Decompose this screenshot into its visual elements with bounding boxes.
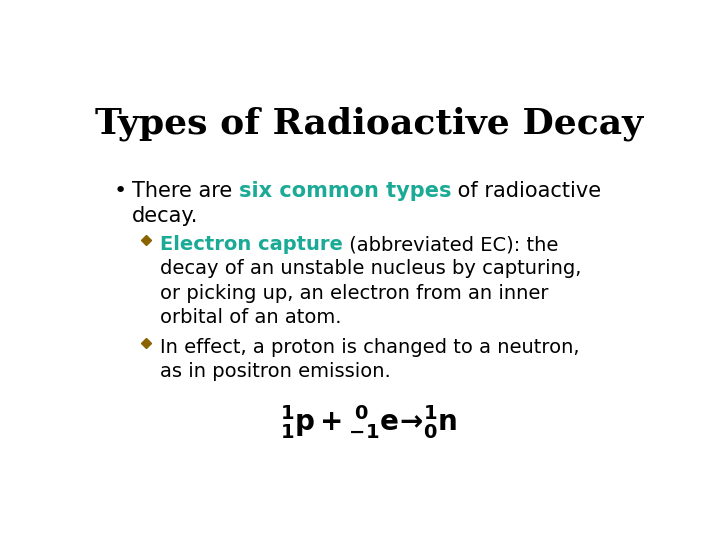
Text: In effect, a proton is changed to a neutron,: In effect, a proton is changed to a neut… xyxy=(160,338,580,356)
Text: decay of an unstable nucleus by capturing,: decay of an unstable nucleus by capturin… xyxy=(160,259,581,279)
Text: decay.: decay. xyxy=(132,206,198,226)
Text: $\mathbf{^1_1p+^{\;0}_{-1}e\!\rightarrow\!^1_0n}$: $\mathbf{^1_1p+^{\;0}_{-1}e\!\rightarrow… xyxy=(280,403,458,441)
Text: (abbreviated EC): the: (abbreviated EC): the xyxy=(343,235,558,254)
Text: of radioactive: of radioactive xyxy=(451,181,601,201)
Text: or picking up, an electron from an inner: or picking up, an electron from an inner xyxy=(160,284,548,302)
Text: Electron capture: Electron capture xyxy=(160,235,343,254)
Text: as in positron emission.: as in positron emission. xyxy=(160,362,390,381)
Text: orbital of an atom.: orbital of an atom. xyxy=(160,308,341,327)
Text: six common types: six common types xyxy=(239,181,451,201)
Text: There are: There are xyxy=(132,181,239,201)
Text: •: • xyxy=(114,181,127,201)
Text: Types of Radioactive Decay: Types of Radioactive Decay xyxy=(95,106,643,141)
